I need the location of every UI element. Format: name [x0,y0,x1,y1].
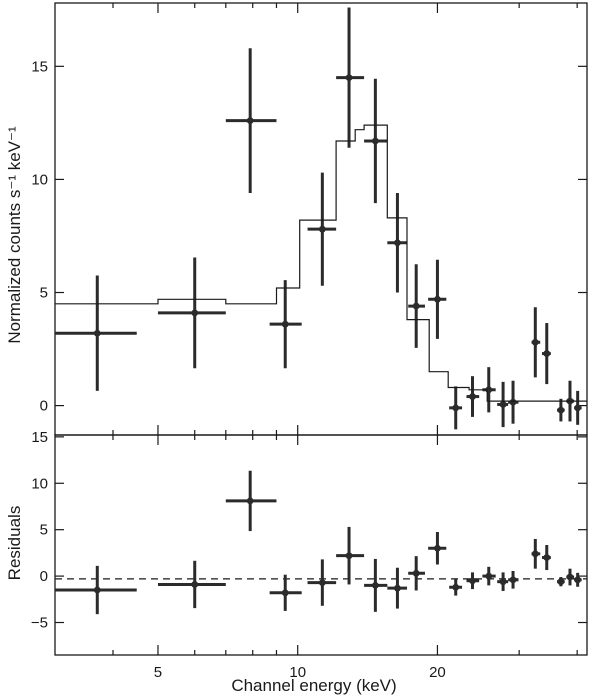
residual-y-tick-label: 0 [40,568,48,585]
spectrum-data-point [499,401,507,408]
spectrum-data-point [574,404,582,412]
spectrum-y-tick-label: 0 [40,398,48,415]
spectrum-data-point [434,295,441,303]
residual-y-tick-label: 5 [40,522,48,539]
residual-data-point [371,581,379,589]
residual-data-point [93,586,101,594]
residual-data-point [557,578,565,586]
residual-data-point [191,581,199,588]
spectrum-data-point [412,302,420,310]
spectrum-data-point [191,309,199,317]
spectrum-y-axis-label: Normalized counts s⁻¹ keV⁻¹ [5,126,24,344]
residual-data-point [509,576,517,584]
residual-data-point [434,544,441,552]
spectrum-data-point [345,74,353,82]
spectrum-data-point [452,404,460,412]
spectrum-panel: 0 5 10 15 [31,2,588,436]
residual-data-point [469,577,476,585]
spectrum-y-tick-label: 15 [31,58,48,75]
spectrum-data-point [531,338,539,346]
spectrum-data-point [93,329,101,337]
residual-x-tick-label: 5 [154,664,162,681]
residual-data-point [394,584,401,592]
residual-data-point [318,579,326,586]
model-step-line [55,124,587,402]
residual-data-point [531,550,539,558]
residual-data-point [452,583,460,591]
x-axis-label: Channel energy (keV) [231,676,396,695]
residual-y-tick-label: 15 [31,429,48,446]
residual-x-tick-label: 10 [289,664,306,681]
spectrum-data-point [509,398,517,406]
residual-data-point [574,576,582,584]
residual-data-point [412,569,420,577]
spectrum-data-point [543,350,551,357]
residual-data-point [499,578,507,586]
residual-x-tick-label: 20 [429,664,446,681]
spectrum-data-point [281,320,289,328]
residual-data-point [485,572,493,580]
residual-y-tick-label: −5 [31,615,48,632]
residual-data-point [246,497,254,505]
spectrum-data-point [318,225,326,233]
residuals-panel: −5 0 5 10 15 5 10 20 [31,429,588,681]
spectrum-data-point [469,393,476,400]
spectrum-data-point [394,239,401,247]
residual-data-point [345,552,353,560]
residual-plot-frame [54,434,588,656]
spectrum-data-point [246,117,254,125]
spectrum-data-point [371,137,379,145]
residual-y-tick-label: 10 [31,475,48,492]
spectrum-y-tick-label: 10 [31,171,48,188]
residual-data-point [281,589,289,597]
spectrum-y-tick-label: 5 [40,285,48,302]
residual-data-point [566,573,574,581]
spectrum-data-point [557,406,565,414]
residual-data-point [543,554,551,561]
residuals-y-axis-label: Residuals [5,506,24,581]
